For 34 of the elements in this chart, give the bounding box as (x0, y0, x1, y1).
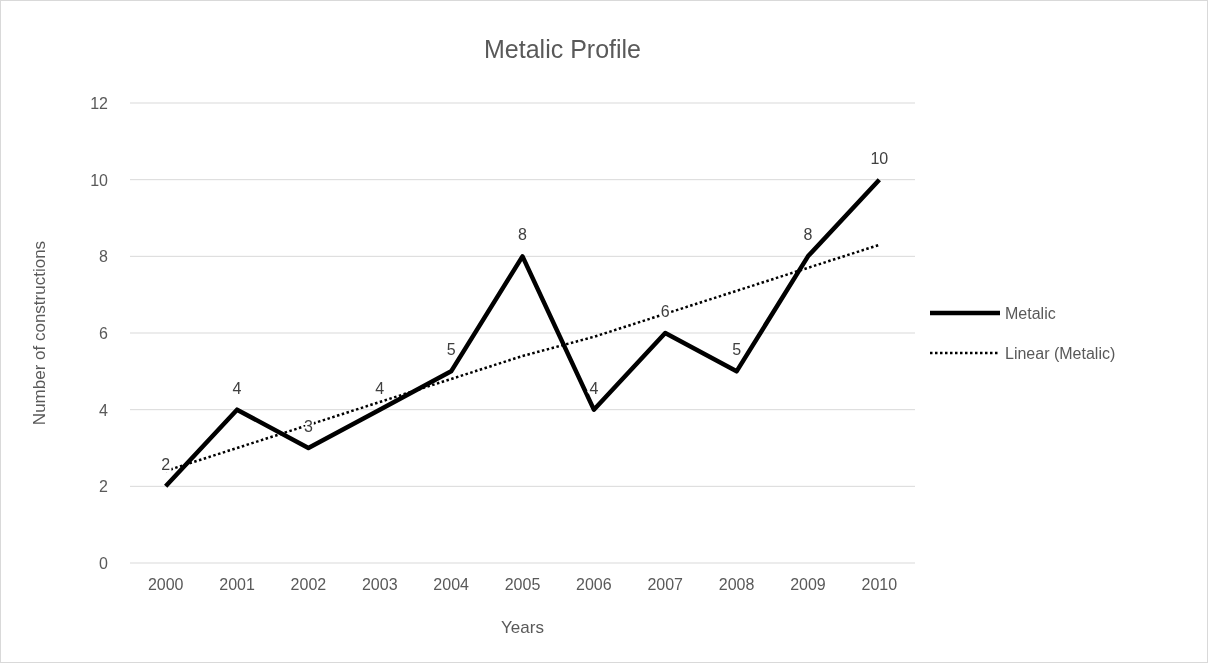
x-tick-label: 2009 (790, 576, 826, 593)
line-series (163, 177, 882, 489)
y-tick-label: 0 (99, 555, 109, 572)
data-label: 5 (446, 341, 456, 359)
data-label: 8 (803, 226, 813, 244)
data-label: 4 (232, 379, 242, 397)
y-tick-label: 6 (99, 325, 109, 342)
legend-label: Linear (Metalic) (1005, 345, 1116, 362)
x-tick-label: 2007 (647, 576, 684, 593)
y-tick-label: 2 (99, 478, 109, 496)
x-tick-label: 2001 (219, 576, 255, 593)
data-label: 8 (518, 226, 528, 244)
y-tick-label: 10 (90, 171, 109, 189)
data-label: 2 (161, 456, 171, 474)
data-label: 3 (303, 418, 313, 435)
x-tick-label: 2004 (433, 576, 470, 593)
data-label: 5 (732, 341, 742, 359)
y-axis-title: Number of constructions (30, 240, 49, 426)
legend-label: Metalic (1005, 305, 1056, 322)
x-tick-label: 2006 (576, 576, 612, 593)
y-tick-label: 8 (99, 248, 109, 266)
data-label: 4 (589, 379, 599, 397)
x-tick-label: 2003 (361, 576, 398, 593)
x-axis-title: Years (501, 618, 544, 637)
data-label: 10 (870, 149, 889, 167)
x-tick-label: 2008 (718, 576, 755, 593)
x-tick-label: 2005 (504, 576, 541, 593)
x-tick-label: 2010 (861, 576, 898, 593)
y-tick-label: 12 (90, 95, 109, 112)
data-label: 4 (375, 379, 385, 397)
y-tick-label: 4 (99, 401, 109, 419)
chart-title: Metalic Profile (484, 35, 641, 63)
x-tick-label: 2000 (147, 576, 184, 593)
x-tick-label: 2002 (290, 576, 327, 593)
